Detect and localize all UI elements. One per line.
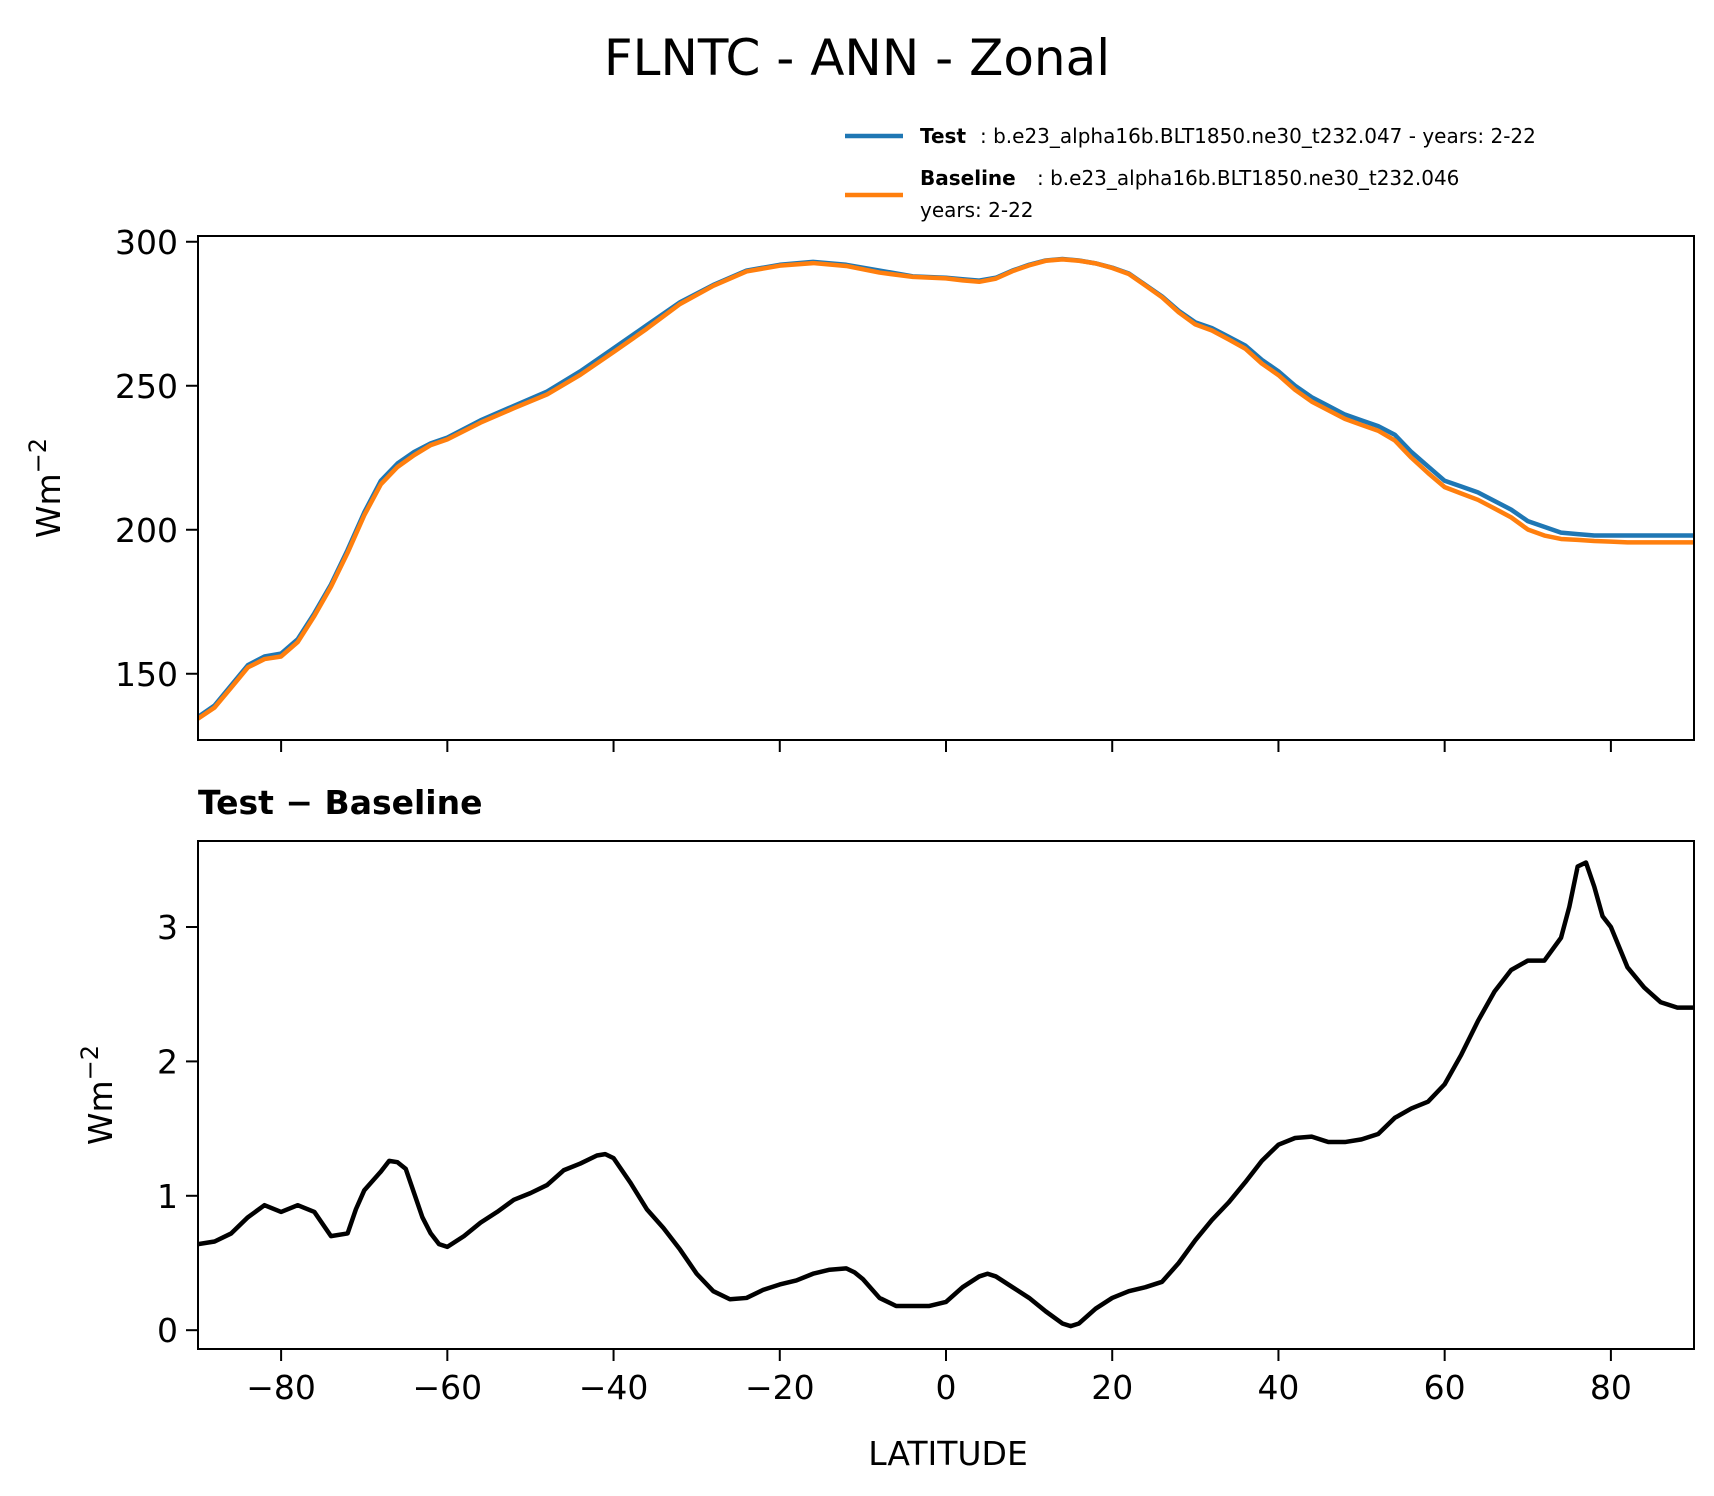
x-tick-label: 80 — [1590, 1368, 1632, 1407]
zonal-mean-panel: 150 200 250 300 Wm−2 — [24, 223, 1695, 752]
x-tick-label: 60 — [1424, 1368, 1466, 1407]
y-axis-label: Wm−2 — [24, 438, 68, 538]
y-tick-label: 0 — [157, 1311, 178, 1350]
x-tick-label: 20 — [1091, 1368, 1133, 1407]
y-tick-label: 150 — [115, 655, 178, 694]
y-tick-label: 300 — [115, 223, 178, 262]
y-tick-label: 200 — [115, 511, 178, 550]
difference-panel-title: Test − Baseline — [198, 783, 483, 822]
legend-baseline-desc: : b.e23_alpha16b.BLT1850.ne30_t232.046 — [1037, 166, 1459, 190]
x-tick-label: −40 — [579, 1368, 649, 1407]
x-tick-label: 0 — [936, 1368, 957, 1407]
legend-baseline-name: Baseline — [920, 166, 1016, 190]
legend-baseline-desc-line2: years: 2-22 — [920, 198, 1034, 222]
axes-frame — [197, 840, 1695, 1350]
x-tick-label: −60 — [413, 1368, 483, 1407]
series-line-test — [198, 256, 1694, 719]
x-tick-label: −80 — [246, 1368, 316, 1407]
series-line-baseline — [198, 257, 1694, 721]
y-tick-label: 2 — [157, 1042, 178, 1081]
legend: Test : b.e23_alpha16b.BLT1850.ne30_t232.… — [845, 124, 1536, 222]
x-tick-label: −20 — [745, 1368, 815, 1407]
y-tick-label: 1 — [157, 1177, 178, 1216]
series-line-test-baseline — [198, 860, 1694, 1329]
y-tick-label: 250 — [115, 367, 178, 406]
chart-title: FLNTC - ANN - Zonal — [604, 29, 1110, 87]
x-tick-label: 40 — [1257, 1368, 1299, 1407]
y-axis-label: Wm−2 — [76, 1045, 120, 1145]
x-axis-label: LATITUDE — [868, 1434, 1028, 1473]
difference-panel: −80 −60 −40 −20 0 20 40 60 80 0 1 2 3 Wm−2 — [76, 840, 1695, 1407]
legend-test-desc: : b.e23_alpha16b.BLT1850.ne30_t232.047 -… — [980, 124, 1536, 148]
legend-test-name: Test — [920, 124, 966, 148]
y-tick-label: 3 — [157, 908, 178, 947]
